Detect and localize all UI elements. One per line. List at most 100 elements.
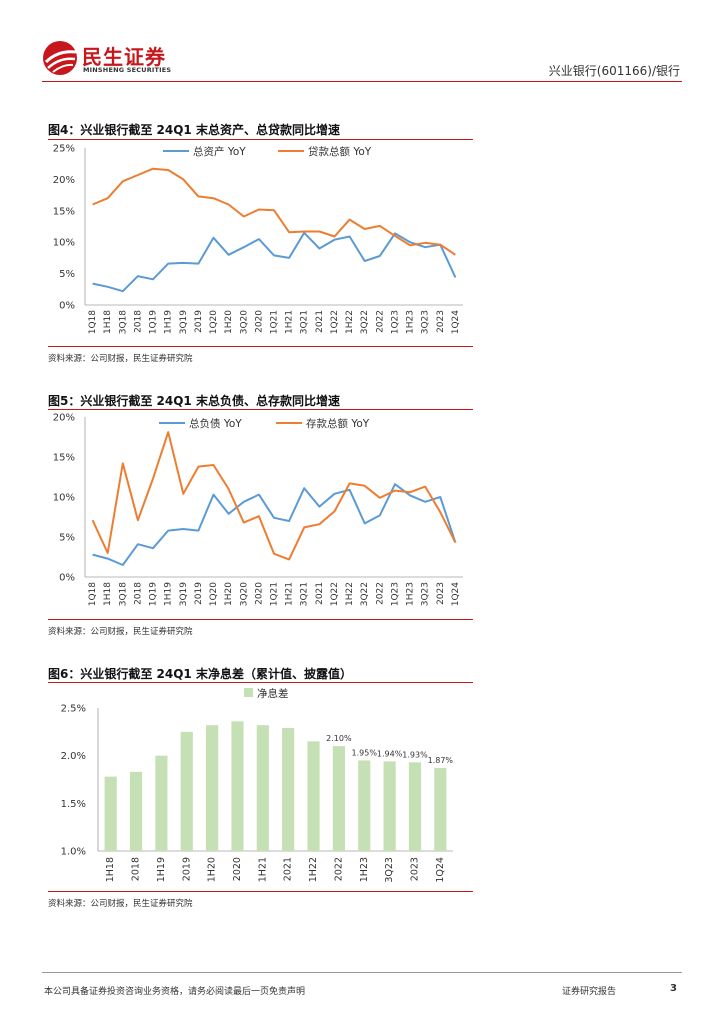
x-tick-label: 1Q20 xyxy=(209,582,219,607)
x-tick-label: 1H20 xyxy=(224,310,234,334)
footer-report-type: 证券研究报告 xyxy=(562,987,617,997)
x-tick-label: 2018 xyxy=(131,857,142,881)
x-tick-label: 3Q20 xyxy=(239,582,249,607)
footer-divider xyxy=(42,972,682,973)
x-tick-label: 2019 xyxy=(194,310,204,333)
series-line-1 xyxy=(92,167,456,256)
y-tick-label: 20% xyxy=(53,175,75,186)
x-tick-label: 1H18 xyxy=(103,582,113,606)
figure-4-title-rule xyxy=(48,139,473,140)
x-tick-label: 1H22 xyxy=(345,582,355,606)
x-tick-label: 1H19 xyxy=(156,857,167,882)
x-tick-label: 1Q24 xyxy=(435,857,446,883)
x-tick-label: 1Q23 xyxy=(390,310,400,334)
bar-data-label: 1.94% xyxy=(377,749,403,758)
logo-chinese-name: 民生证券 xyxy=(82,45,166,69)
x-tick-label: 1Q19 xyxy=(149,582,159,607)
bar xyxy=(383,761,396,851)
x-tick-label: 3Q18 xyxy=(118,582,128,607)
bar xyxy=(206,725,219,851)
x-tick-label: 2022 xyxy=(375,582,385,605)
x-tick-label: 1H23 xyxy=(406,582,416,606)
figure-5-line-chart: 0% 5% 10% 15% 20% 1Q18 1H18 3Q18 2018 1Q19 1H19 3Q1… xyxy=(53,413,463,607)
x-tick-label: 3Q19 xyxy=(179,310,189,335)
y-tick-label: 25% xyxy=(53,144,75,155)
x-tick-label: 1H23 xyxy=(406,310,416,334)
x-tick-label: 3Q21 xyxy=(300,582,310,606)
bar xyxy=(104,776,117,851)
figure-6-title-rule xyxy=(48,682,473,683)
figure-5-title: 图5：兴业银行截至 24Q1 末总负债、总存款同比增速 xyxy=(48,394,340,408)
logo-english-name: MINSHENG SECURITIES xyxy=(83,66,172,74)
bar-data-label: 1.87% xyxy=(428,756,454,765)
figure-5-source: 资料来源：公司财报，民生证券研究院 xyxy=(48,627,193,637)
x-tick-label: 2023 xyxy=(409,857,420,881)
bar xyxy=(282,728,295,851)
figure-4-source: 资料来源：公司财报，民生证券研究院 xyxy=(48,354,193,364)
x-tick-label: 3Q23 xyxy=(421,582,431,606)
legend-label-0: 总资产 YoY xyxy=(193,145,246,158)
y-tick-label: 1.0% xyxy=(61,847,86,858)
y-tick-label: 10% xyxy=(53,493,75,504)
x-tick-label: 1Q21 xyxy=(270,310,280,334)
x-tick-label: 2021 xyxy=(283,857,294,881)
x-tick-label: 3Q23 xyxy=(384,857,395,883)
x-tick-label: 2018 xyxy=(133,582,143,605)
x-tick-label: 1H18 xyxy=(103,310,113,334)
x-tick-label: 2021 xyxy=(315,582,325,605)
figure-4-source-rule xyxy=(48,346,473,347)
legend-label-1: 贷款总额 YoY xyxy=(308,145,372,158)
x-tick-label: 3Q21 xyxy=(300,310,310,334)
x-tick-label: 2022 xyxy=(375,310,385,333)
x-tick-label: 1Q18 xyxy=(88,310,98,335)
x-tick-label: 1Q18 xyxy=(88,582,98,607)
x-tick-label: 1H20 xyxy=(207,857,218,882)
x-tick-label: 1Q24 xyxy=(451,582,461,607)
y-tick-label: 1.5% xyxy=(61,799,86,810)
x-tick-label: 1H22 xyxy=(345,310,355,334)
header-divider xyxy=(42,81,682,82)
x-tick-label: 1H21 xyxy=(257,857,268,882)
bar xyxy=(307,741,320,851)
legend-label-0: 总负债 YoY xyxy=(189,417,242,430)
x-tick-label: 1H19 xyxy=(164,582,174,606)
page-header: 民生证券 MINSHENG SECURITIES 兴业银行(601166)/银行 xyxy=(0,0,724,90)
x-tick-label: 2018 xyxy=(133,310,143,333)
y-tick-label: 5% xyxy=(59,533,75,544)
bar xyxy=(408,762,422,851)
minsheng-logo: 民生证券 MINSHENG SECURITIES xyxy=(42,40,192,80)
x-tick-label: 1Q20 xyxy=(209,310,219,335)
x-tick-label: 2021 xyxy=(315,310,325,333)
y-tick-label: 0% xyxy=(59,301,75,312)
x-tick-label: 2023 xyxy=(436,310,446,333)
y-tick-label: 0% xyxy=(59,573,75,584)
bar xyxy=(231,721,244,851)
y-tick-label: 10% xyxy=(53,238,75,249)
bar xyxy=(155,755,168,851)
bar-data-label: 2.10% xyxy=(326,734,352,743)
x-tick-label: 1Q24 xyxy=(451,310,461,335)
legend-swatch-0 xyxy=(244,688,253,697)
x-tick-label: 1H21 xyxy=(285,582,295,606)
bar xyxy=(358,760,371,851)
series-line-1 xyxy=(91,431,457,561)
y-tick-label: 5% xyxy=(59,269,75,280)
figure-6-source: 资料来源：公司财报，民生证券研究院 xyxy=(48,899,193,909)
x-tick-label: 2022 xyxy=(333,857,344,881)
figure-5-title-rule xyxy=(48,409,473,410)
y-tick-label: 2.0% xyxy=(61,751,86,762)
bar-data-label: 1.93% xyxy=(402,750,428,759)
bar xyxy=(434,768,447,851)
x-tick-label: 2020 xyxy=(232,857,243,881)
x-tick-label: 3Q22 xyxy=(360,582,370,606)
x-tick-label: 3Q23 xyxy=(421,310,431,334)
x-tick-label: 1H22 xyxy=(308,857,319,882)
x-tick-label: 2019 xyxy=(194,582,204,605)
figure-4-line-chart: 0% 5% 10% 15% 20% 25% 1Q18 1H18 3Q18 2018 1Q19 1H19… xyxy=(53,144,463,335)
x-tick-label: 1Q21 xyxy=(270,582,280,606)
x-tick-label: 3Q19 xyxy=(179,582,189,607)
minsheng-logo-icon xyxy=(43,41,77,75)
page-number: 3 xyxy=(670,983,677,994)
bar xyxy=(332,746,345,851)
x-tick-label: 3Q22 xyxy=(360,310,370,334)
